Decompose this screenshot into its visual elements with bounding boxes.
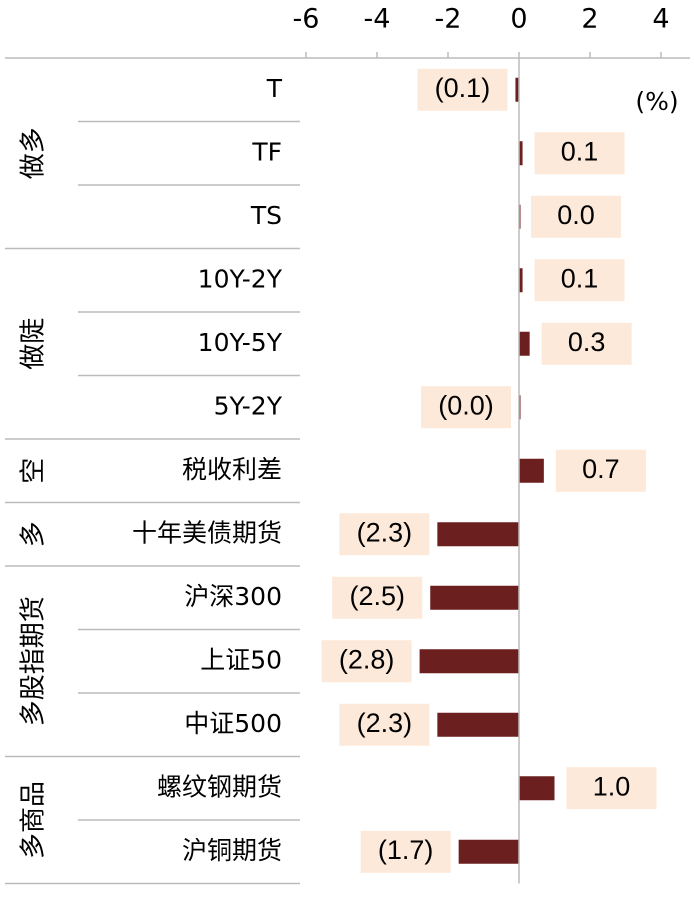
x-tick-label: -4 (364, 4, 391, 35)
value-label: (2.8) (339, 644, 395, 674)
value-label: 0.1 (561, 136, 599, 166)
bar (519, 331, 530, 356)
bar (419, 649, 519, 674)
group-label: 多 (19, 521, 49, 547)
group-label: 做陡 (19, 318, 49, 370)
category-label: 5Y-2Y (214, 391, 283, 420)
label-box (531, 195, 621, 238)
x-tick-label: 0 (510, 4, 527, 35)
label-box (555, 449, 646, 492)
x-tick-label: 4 (652, 4, 669, 35)
category-label: 10Y-2Y (198, 264, 283, 293)
value-label: 0.1 (561, 263, 599, 293)
category-label: 沪深300 (184, 582, 282, 611)
label-box (339, 703, 430, 746)
label-box (332, 576, 423, 619)
unit-label: (%) (635, 87, 678, 116)
bar (519, 141, 523, 166)
label-box (541, 322, 632, 365)
category-label: 税收利差 (182, 455, 282, 484)
category-label: 中证500 (184, 709, 282, 738)
category-label: 10Y-5Y (198, 328, 283, 357)
value-label: 1.0 (593, 771, 631, 801)
label-box (566, 767, 657, 810)
x-tick-label: -6 (293, 4, 320, 35)
bar (519, 268, 523, 293)
bar (437, 522, 519, 547)
value-label: 0.0 (557, 200, 595, 230)
label-box (339, 513, 430, 556)
category-label: TS (250, 201, 282, 230)
bar (437, 712, 519, 737)
value-label: (0.0) (438, 390, 494, 420)
value-label: (0.1) (435, 73, 491, 103)
label-box (321, 640, 412, 683)
category-label: 十年美债期货 (132, 518, 282, 547)
x-tick-label: 2 (581, 4, 598, 35)
category-label: 沪铜期货 (182, 836, 282, 865)
value-label: (2.3) (357, 517, 413, 547)
value-label: (2.5) (349, 581, 405, 611)
bar (430, 585, 519, 610)
group-label: 多股指期货 (19, 596, 49, 726)
label-box (417, 68, 508, 111)
bar (515, 77, 519, 102)
value-label: (1.7) (378, 835, 434, 865)
value-label: 0.3 (568, 327, 606, 357)
value-label: (2.3) (357, 708, 413, 738)
group-label: 多商品 (19, 781, 49, 859)
label-box (421, 386, 511, 429)
category-label: 螺纹钢期货 (157, 772, 282, 801)
category-label: T (266, 74, 283, 103)
value-label: 0.7 (582, 454, 620, 484)
bar (519, 458, 544, 483)
group-label: 空 (19, 458, 49, 484)
label-box (534, 259, 625, 302)
category-label: TF (251, 137, 282, 166)
bar (519, 776, 555, 801)
bar (458, 839, 519, 864)
label-box (534, 132, 625, 175)
x-tick-label: -2 (435, 4, 462, 35)
group-label: 做多 (19, 127, 49, 179)
label-box (360, 830, 451, 873)
category-label: 上证50 (200, 645, 282, 674)
